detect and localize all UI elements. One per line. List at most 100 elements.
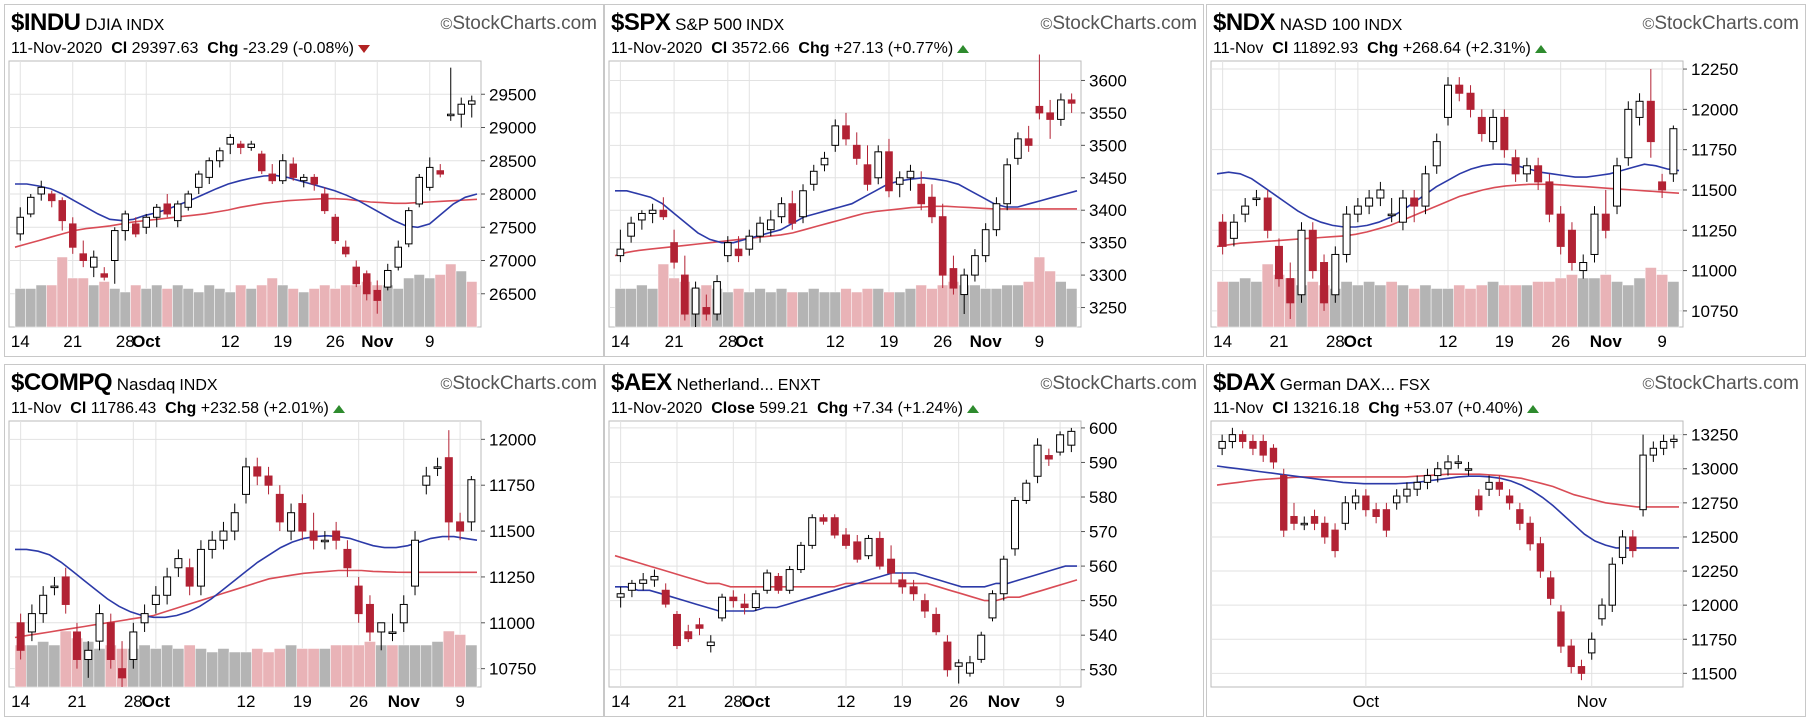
candle — [661, 583, 670, 608]
candle — [1601, 189, 1610, 239]
candle — [1670, 434, 1678, 449]
close-label: Cl — [70, 400, 87, 417]
volume-bar — [403, 277, 415, 328]
candle-body — [95, 613, 104, 642]
candle — [1320, 254, 1329, 311]
candle — [706, 635, 715, 653]
candle-body — [706, 641, 715, 647]
candle-body — [1505, 495, 1514, 504]
volume-bar — [14, 288, 26, 328]
quote-date: 11-Nov — [1213, 40, 1264, 57]
candle — [394, 240, 403, 271]
volume-bar — [1419, 284, 1432, 328]
candle-body — [422, 475, 431, 486]
volume-bar — [1012, 284, 1024, 328]
candle-body — [661, 589, 670, 605]
candle — [1403, 482, 1411, 503]
volume-bar — [228, 651, 241, 688]
candle-body — [1410, 197, 1419, 207]
candle-body — [320, 193, 329, 212]
candle-body — [174, 558, 183, 569]
candle-body — [362, 273, 371, 295]
candle — [1044, 448, 1053, 466]
candle-body — [774, 575, 783, 591]
price-chart: 26500 27000 27500 28000 28500 29000 29500 14 21 2… — [8, 60, 536, 351]
candle — [184, 190, 193, 211]
copyright-icon: © — [1642, 16, 1655, 33]
x-tick-label: 14 — [611, 332, 630, 351]
candle-body — [1670, 438, 1678, 442]
candle — [1475, 489, 1483, 517]
candle — [1669, 125, 1678, 182]
moving-average-long — [14, 197, 478, 248]
candle — [1516, 502, 1524, 531]
volume-bar — [266, 277, 278, 328]
candle — [1228, 427, 1237, 449]
candle-body — [100, 273, 109, 278]
y-tick-label: 3550 — [1089, 104, 1127, 123]
x-tick-label: 26 — [1551, 332, 1570, 351]
chg-value: +232.58 (+2.01%) — [200, 400, 329, 417]
exchange: INDX — [126, 17, 165, 34]
candle-body — [72, 631, 81, 660]
x-tick-label: 19 — [293, 692, 312, 711]
candle-body — [627, 222, 635, 237]
candle-body — [1280, 475, 1288, 531]
candle — [1624, 101, 1633, 166]
candle-body — [253, 466, 262, 477]
y-tick-label: 530 — [1089, 661, 1117, 680]
plot-area: 11500 11750 12000 12250 12500 12750 13000 13250… — [1210, 420, 1738, 711]
candle-body — [1495, 481, 1504, 490]
moving-average-long — [14, 569, 477, 639]
candle-body — [1618, 536, 1627, 558]
candle-body — [298, 503, 307, 532]
copyright-icon: © — [440, 376, 453, 393]
candle-body — [819, 517, 828, 522]
close-value: 11786.43 — [90, 400, 157, 417]
candle — [309, 512, 318, 550]
volume-bar — [67, 277, 79, 328]
candle-body — [185, 567, 194, 587]
volume-bar — [1430, 288, 1443, 328]
candle-body — [1624, 108, 1633, 159]
candle — [1014, 132, 1022, 165]
volume-bar — [1261, 263, 1274, 328]
candle — [1297, 222, 1306, 303]
y-tick-label: 11500 — [1691, 664, 1737, 683]
candle-body — [1300, 522, 1308, 526]
candle-body — [809, 170, 818, 185]
candle — [638, 210, 646, 230]
candle-body — [1511, 157, 1520, 175]
candle — [1556, 206, 1565, 255]
volume-bar — [445, 263, 457, 328]
candle-body — [1421, 173, 1430, 207]
candle-body — [920, 600, 929, 612]
candle-body — [264, 475, 273, 486]
candle — [354, 576, 363, 623]
candle-body — [1056, 434, 1065, 453]
volume-bar — [235, 284, 247, 328]
y-tick-label: 10750 — [489, 660, 536, 679]
volume-bar — [214, 288, 226, 328]
candle — [1024, 125, 1033, 152]
y-tick-label: 590 — [1089, 453, 1117, 472]
volume-bar — [465, 644, 478, 688]
candle-body — [1331, 253, 1340, 296]
volume-bar — [298, 291, 310, 328]
panel-title: $INDU DJIA INDX — [11, 9, 164, 37]
candle-body — [373, 289, 382, 301]
candle — [1590, 206, 1599, 263]
candle — [1577, 659, 1586, 681]
volume-bar — [161, 644, 174, 688]
candle-body — [247, 143, 256, 148]
candle-body — [1057, 99, 1065, 120]
candle — [740, 593, 749, 615]
volume-bar — [182, 288, 194, 328]
y-tick-label: 3400 — [1089, 201, 1127, 220]
volume-bar — [1554, 277, 1567, 328]
candle-body — [219, 530, 228, 541]
price-chart: 10750 11000 11250 11500 11750 12000 12250 14 21 2… — [1210, 60, 1738, 351]
candle — [1376, 181, 1385, 207]
candle-body — [616, 248, 625, 257]
candle-body — [853, 541, 862, 560]
